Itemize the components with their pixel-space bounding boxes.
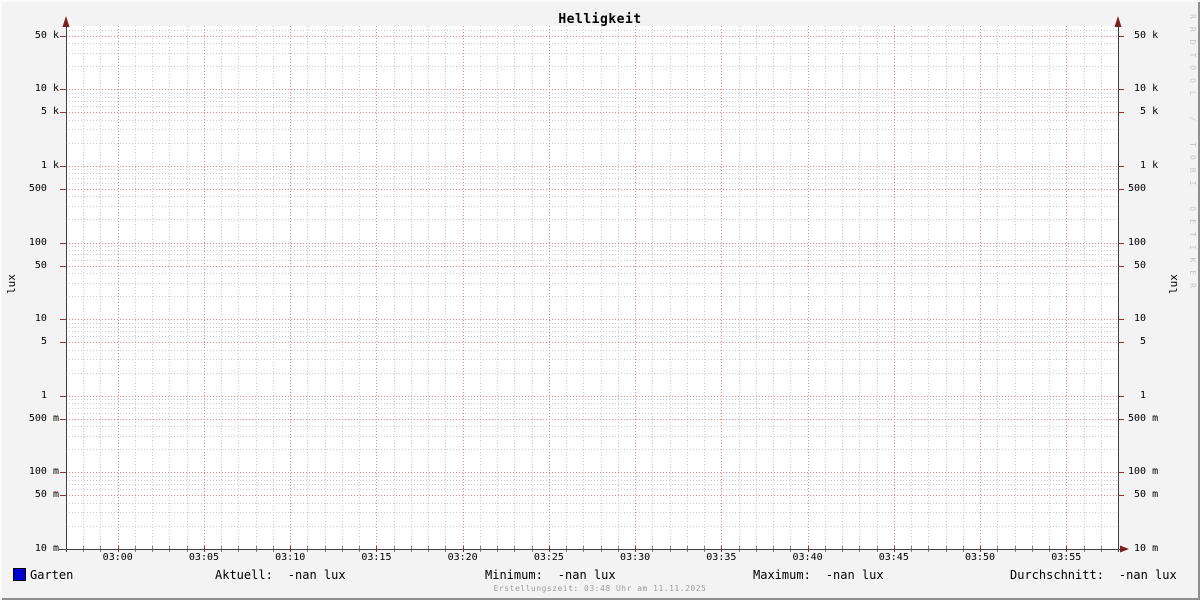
stat-label: Durchschnitt: xyxy=(1010,568,1104,582)
series-color-swatch xyxy=(13,568,26,581)
y-tick-label-left: 1 xyxy=(40,390,59,401)
y-tick-label-right: 1 k xyxy=(1128,160,1159,171)
x-tick-label: 03:45 xyxy=(878,552,909,563)
y-tick-label-left: 10 k xyxy=(34,83,59,94)
x-tick-label: 03:10 xyxy=(275,552,306,563)
x-tick-label: 03:05 xyxy=(188,552,220,563)
y-tick-label-right: 10 xyxy=(1128,313,1147,324)
x-tick-label: 03:35 xyxy=(706,552,737,563)
creation-timestamp: Erstellungszeit: 03:48 Uhr am 11.11.2025 xyxy=(493,584,707,593)
y-tick-label-right: 50 xyxy=(1128,260,1147,271)
y-tick-label-right: 100 m xyxy=(1128,466,1159,477)
y-tick-label-right: 10 k xyxy=(1128,83,1159,94)
y-tick-label-left: 5 k xyxy=(40,106,59,117)
y-axis-unit-left: lux xyxy=(4,274,18,294)
y-tick-label-left: 500 xyxy=(28,183,59,194)
y-tick-label-left: 500 m xyxy=(28,413,59,424)
y-tick-label-left: 100 m xyxy=(28,466,59,477)
y-tick-label-right: 500 xyxy=(1128,183,1147,194)
y-tick-label-right: 50 m xyxy=(1128,489,1159,500)
y-tick-label-left: 50 k xyxy=(34,30,59,41)
y-tick-label-right: 100 xyxy=(1128,237,1147,248)
stat-value: -nan lux xyxy=(825,568,884,582)
y-tick-label-right: 5 xyxy=(1128,336,1147,347)
x-tick-label: 03:00 xyxy=(102,552,133,563)
stat-value: -nan lux xyxy=(287,568,346,582)
y-tick-label-left: 100 xyxy=(28,237,59,248)
x-tick-label: 03:30 xyxy=(620,552,651,563)
y-tick-label-left: 10 xyxy=(34,313,59,324)
y-tick-label-right: 5 k xyxy=(1128,106,1159,117)
x-tick-label: 03:15 xyxy=(361,552,392,563)
y-tick-label-left: 50 m xyxy=(34,489,59,500)
y-tick-label-right: 10 m xyxy=(1128,543,1159,554)
y-tick-label-left: 1 k xyxy=(40,160,59,171)
x-tick-label: 03:20 xyxy=(447,552,478,563)
chart-title: Helligkeit xyxy=(558,12,642,27)
stat-minimum: Minimum: -nan lux xyxy=(485,567,616,583)
x-tick-label: 03:50 xyxy=(964,552,996,563)
stat-value: -nan lux xyxy=(1118,568,1177,582)
y-tick-label-right: 500 m xyxy=(1128,413,1159,424)
y-tick-label-right: 50 k xyxy=(1128,30,1159,41)
stat-aktuell: Aktuell: -nan lux xyxy=(215,567,346,583)
stat-durchschnitt: Durchschnitt: -nan lux xyxy=(1010,567,1177,583)
stat-label: Minimum: xyxy=(485,568,543,582)
x-tick-label: 03:25 xyxy=(533,552,564,563)
y-tick-label-left: 5 xyxy=(40,336,59,347)
plot-area xyxy=(66,26,1118,549)
stat-label: Aktuell: xyxy=(215,568,273,582)
y-axis-unit-right: lux xyxy=(1166,274,1180,294)
stat-maximum: Maximum: -nan lux xyxy=(753,567,884,583)
y-tick-label-left: 50 xyxy=(34,260,59,271)
series-name-label: Garten xyxy=(30,568,74,582)
rrdtool-watermark: RRDTOOL / TOBI OETIKER xyxy=(1188,14,1197,296)
legend-row: Garten Aktuell: -nan lux Minimum: -nan lux… xyxy=(0,567,1200,583)
stat-value: -nan lux xyxy=(557,568,616,582)
x-tick-label: 03:40 xyxy=(792,552,823,563)
y-tick-label-right: 1 xyxy=(1128,390,1147,401)
stat-label: Maximum: xyxy=(753,568,811,582)
y-tick-label-left: 10 m xyxy=(34,543,59,554)
x-tick-label: 03:55 xyxy=(1051,552,1082,563)
